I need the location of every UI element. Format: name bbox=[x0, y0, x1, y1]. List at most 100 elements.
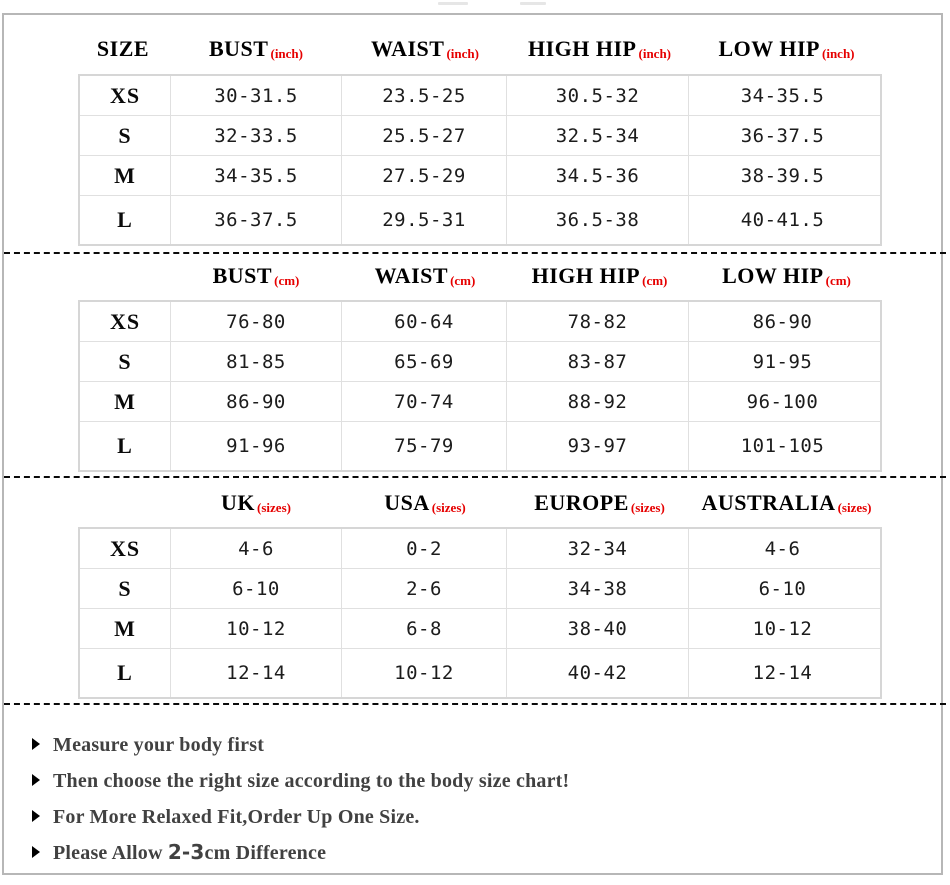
bullet-triangle-icon bbox=[32, 738, 40, 750]
table-row: S 81-85 65-69 83-87 91-95 bbox=[80, 341, 880, 381]
column-header-low-hip: LOW HIP (inch) bbox=[691, 30, 882, 68]
header-unit: (cm) bbox=[450, 273, 476, 288]
value-cell: 38-39.5 bbox=[688, 156, 876, 195]
value-cell: 70-74 bbox=[341, 382, 506, 421]
size-cell: XS bbox=[109, 308, 141, 334]
size-cell: L bbox=[117, 660, 133, 685]
value-cell: 81-85 bbox=[170, 342, 341, 381]
size-table-inch: XS 30-31.5 23.5-25 30.5-32 34-35.5 S 32-… bbox=[78, 74, 882, 246]
column-header-waist: WAIST (inch) bbox=[342, 30, 508, 68]
header-label: EUROPE bbox=[534, 490, 629, 515]
size-cell: M bbox=[114, 162, 136, 188]
column-header-empty bbox=[78, 484, 170, 522]
clipped-title-fragment bbox=[438, 2, 468, 5]
size-table-international: XS 4-6 0-2 32-34 4-6 S 6-10 2-6 34-38 6-… bbox=[78, 527, 882, 699]
value-cell: 36.5-38 bbox=[506, 196, 688, 244]
size-cell: L bbox=[117, 207, 133, 232]
section-divider bbox=[4, 252, 946, 254]
header-unit: (inch) bbox=[270, 46, 303, 61]
value-cell: 34-38 bbox=[506, 569, 688, 608]
bullet-triangle-icon bbox=[32, 810, 40, 822]
size-cell: M bbox=[114, 388, 136, 414]
table-row: M 86-90 70-74 88-92 96-100 bbox=[80, 381, 880, 421]
value-cell: 30-31.5 bbox=[170, 76, 341, 115]
header-label: LOW HIP bbox=[722, 263, 824, 288]
header-label: BUST bbox=[212, 263, 273, 288]
value-cell: 4-6 bbox=[688, 529, 876, 568]
header-unit: (inch) bbox=[446, 46, 479, 61]
value-cell: 27.5-29 bbox=[341, 156, 506, 195]
size-cell: S bbox=[118, 575, 132, 601]
table-row: XS 4-6 0-2 32-34 4-6 bbox=[80, 529, 880, 568]
value-cell: 32-34 bbox=[506, 529, 688, 568]
note-text-part: cm Difference bbox=[204, 841, 327, 864]
table-row: S 6-10 2-6 34-38 6-10 bbox=[80, 568, 880, 608]
value-cell: 78-82 bbox=[506, 302, 688, 341]
value-cell: 38-40 bbox=[506, 609, 688, 648]
column-header-waist: WAIST (cm) bbox=[342, 257, 508, 295]
value-cell: 36-37.5 bbox=[170, 196, 341, 244]
column-header-bust: BUST (cm) bbox=[170, 257, 342, 295]
value-cell: 34-35.5 bbox=[688, 76, 876, 115]
value-cell: 29.5-31 bbox=[341, 196, 506, 244]
note-text-part: Measure your body first bbox=[53, 733, 265, 756]
value-cell: 93-97 bbox=[506, 422, 688, 470]
header-label: WAIST bbox=[374, 263, 449, 288]
value-cell: 32.5-34 bbox=[506, 116, 688, 155]
section-divider bbox=[4, 476, 946, 478]
notes-list: Measure your body first Then choose the … bbox=[32, 726, 912, 870]
value-cell: 96-100 bbox=[688, 382, 876, 421]
header-unit: (cm) bbox=[642, 273, 668, 288]
note-text-part: Please Allow bbox=[53, 841, 168, 864]
header-label: WAIST bbox=[371, 36, 445, 61]
size-cell: S bbox=[118, 122, 132, 148]
table-row: S 32-33.5 25.5-27 32.5-34 36-37.5 bbox=[80, 115, 880, 155]
value-cell: 25.5-27 bbox=[341, 116, 506, 155]
note-text: Measure your body first bbox=[53, 732, 264, 757]
column-header-europe: EUROPE (sizes) bbox=[508, 484, 691, 522]
column-header-bust: BUST (inch) bbox=[170, 30, 342, 68]
size-cell: XS bbox=[109, 535, 141, 561]
size-cell: L bbox=[117, 433, 133, 458]
header-label: USA bbox=[384, 490, 430, 515]
value-cell: 10-12 bbox=[170, 609, 341, 648]
value-cell: 6-8 bbox=[341, 609, 506, 648]
note-text-part: Then choose the right size according to … bbox=[53, 769, 570, 792]
note-item: Measure your body first bbox=[32, 726, 912, 762]
size-cell: M bbox=[114, 615, 136, 641]
column-header-high-hip: HIGH HIP (cm) bbox=[508, 257, 691, 295]
value-cell: 83-87 bbox=[506, 342, 688, 381]
value-cell: 60-64 bbox=[341, 302, 506, 341]
size-table-cm: XS 76-80 60-64 78-82 86-90 S 81-85 65-69… bbox=[78, 300, 882, 472]
value-cell: 12-14 bbox=[688, 649, 876, 697]
value-cell: 40-41.5 bbox=[688, 196, 876, 244]
header-unit: (sizes) bbox=[257, 500, 291, 515]
value-cell: 4-6 bbox=[170, 529, 341, 568]
value-cell: 30.5-32 bbox=[506, 76, 688, 115]
value-cell: 40-42 bbox=[506, 649, 688, 697]
size-cell: S bbox=[118, 348, 132, 374]
value-cell: 34-35.5 bbox=[170, 156, 341, 195]
bullet-triangle-icon bbox=[32, 846, 40, 858]
table-row: L 91-96 75-79 93-97 101-105 bbox=[80, 421, 880, 470]
value-cell: 2-6 bbox=[341, 569, 506, 608]
value-cell: 12-14 bbox=[170, 649, 341, 697]
value-cell: 6-10 bbox=[170, 569, 341, 608]
header-unit: (sizes) bbox=[431, 500, 466, 515]
table-row: L 36-37.5 29.5-31 36.5-38 40-41.5 bbox=[80, 195, 880, 244]
value-cell: 32-33.5 bbox=[170, 116, 341, 155]
note-item: Then choose the right size according to … bbox=[32, 762, 912, 798]
column-header-uk: UK (sizes) bbox=[170, 484, 342, 522]
header-label: UK bbox=[221, 490, 256, 515]
value-cell: 6-10 bbox=[688, 569, 876, 608]
header-unit: (cm) bbox=[825, 273, 851, 288]
value-cell: 36-37.5 bbox=[688, 116, 876, 155]
value-cell: 34.5-36 bbox=[506, 156, 688, 195]
table-row: XS 30-31.5 23.5-25 30.5-32 34-35.5 bbox=[80, 76, 880, 115]
table-row: M 10-12 6-8 38-40 10-12 bbox=[80, 608, 880, 648]
header-row-sizes: UK (sizes) USA (sizes) EUROPE (sizes) AUSTR… bbox=[78, 484, 882, 522]
note-text: Then choose the right size according to … bbox=[53, 768, 569, 793]
note-text: For More Relaxed Fit,Order Up One Size. bbox=[53, 804, 420, 829]
column-header-australia: AUSTRALIA (sizes) bbox=[691, 484, 882, 522]
